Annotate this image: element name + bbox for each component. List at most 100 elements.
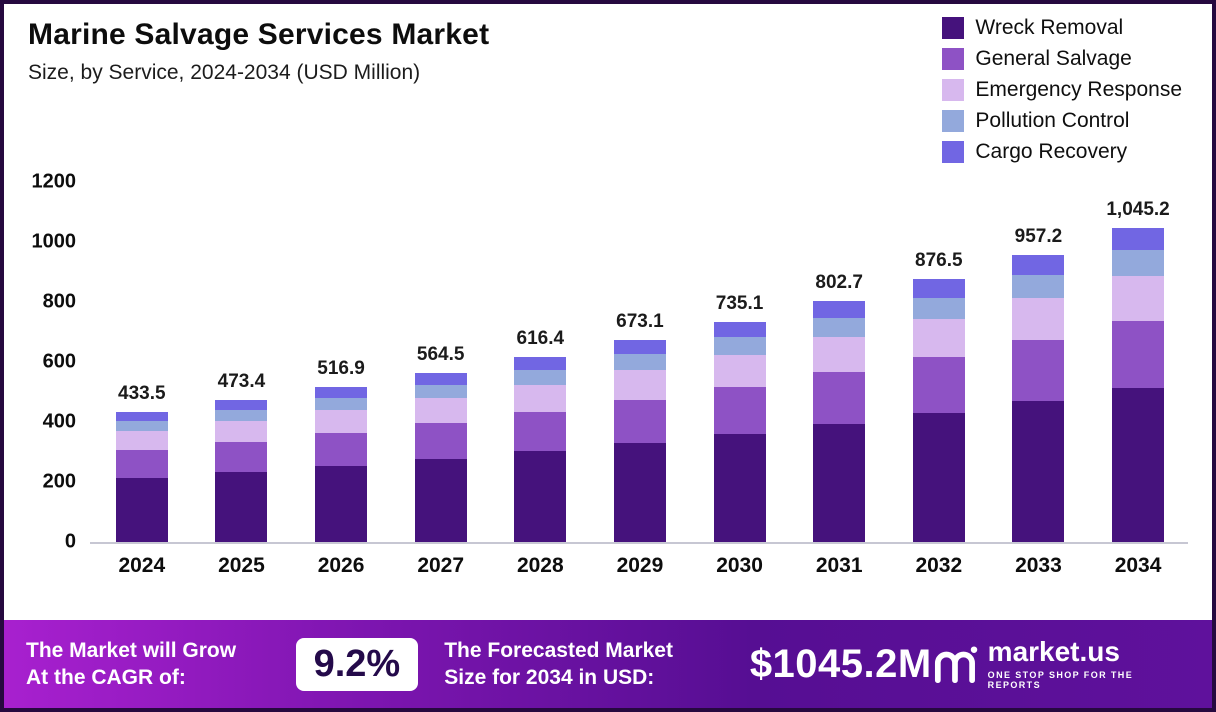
bar-segment-general-salvage <box>115 450 168 479</box>
cagr-label-line2: At the CAGR of: <box>26 666 186 689</box>
bar-segment-emergency-response <box>514 384 567 412</box>
bar-segment-emergency-response <box>1012 297 1065 340</box>
bar-column-2032: 876.5 2032 <box>901 182 977 578</box>
legend-label-pollution-control: Pollution Control <box>975 109 1130 132</box>
legend-swatch-wreck-removal <box>942 17 965 39</box>
x-axis-baseline <box>90 542 1188 544</box>
bar-column-2025: 473.4 2025 <box>203 182 279 578</box>
legend-swatch-cargo-recovery <box>942 141 965 163</box>
bar-segment-pollution-control <box>613 354 666 371</box>
y-axis: 0 200 400 600 800 1000 1200 <box>18 86 82 620</box>
bar-segment-pollution-control <box>912 297 965 319</box>
legend-item-wreck-removal: Wreck Removal <box>942 16 1182 40</box>
bar-stack-2029 <box>613 340 666 542</box>
bar-total-label-2025: 473.4 <box>217 371 266 393</box>
bar-segment-emergency-response <box>115 431 168 451</box>
legend-item-cargo-recovery: Cargo Recovery <box>942 140 1182 164</box>
bar-column-2029: 673.1 2029 <box>602 182 678 578</box>
page-subtitle: Size, by Service, 2024-2034 (USD Million… <box>28 61 421 84</box>
cagr-label-line1: The Market will Grow <box>26 638 237 662</box>
bar-segment-emergency-response <box>215 421 268 442</box>
bar-segment-emergency-response <box>414 398 467 423</box>
market-us-logo-icon <box>934 646 977 684</box>
bar-column-2027: 564.5 2027 <box>403 182 479 578</box>
bar-segment-pollution-control <box>813 318 866 338</box>
bar-segment-wreck-removal <box>912 413 965 542</box>
bar-segment-wreck-removal <box>414 459 467 542</box>
bar-segment-general-salvage <box>1012 339 1065 402</box>
chart-header: Marine Salvage Services Market Size, by … <box>4 4 1212 86</box>
bar-segment-pollution-control <box>414 384 467 399</box>
legend-swatch-general-salvage <box>942 48 965 70</box>
x-axis-label-2024: 2024 <box>118 554 166 577</box>
bar-segment-cargo-recovery <box>613 340 666 355</box>
bottom-banner: The Market will Grow At the CAGR of: 9.2… <box>4 620 1212 708</box>
bar-chart-plot-area: 433.5 2024 473.4 2025 516.9 2026 564.5 2027 616.… <box>92 182 1188 578</box>
bar-segment-emergency-response <box>613 370 666 400</box>
bar-segment-general-salvage <box>514 411 567 452</box>
bar-segment-emergency-response <box>713 354 766 387</box>
chart-legend: Wreck Removal General Salvage Emergency Re… <box>942 16 1182 171</box>
x-axis-label-2026: 2026 <box>317 554 365 577</box>
bar-segment-cargo-recovery <box>115 411 168 422</box>
bar-segment-cargo-recovery <box>912 279 965 298</box>
bar-total-label-2033: 957.2 <box>1014 225 1063 247</box>
y-axis-tick-1000: 1000 <box>31 230 77 253</box>
brand-tagline: ONE STOP SHOP FOR THE REPORTS <box>987 670 1134 690</box>
x-axis-label-2029: 2029 <box>616 554 664 577</box>
legend-swatch-emergency-response <box>942 79 965 101</box>
bar-total-label-2028: 616.4 <box>516 328 565 350</box>
y-axis-tick-600: 600 <box>42 350 76 373</box>
bar-segment-general-salvage <box>613 399 666 444</box>
forecast-label-line1: The Forecasted Market <box>444 638 673 662</box>
bar-column-2033: 957.2 2033 <box>1000 182 1076 578</box>
bar-segment-wreck-removal <box>1012 401 1065 542</box>
y-axis-tick-0: 0 <box>64 530 76 553</box>
bar-segment-wreck-removal <box>115 478 168 542</box>
bar-segment-pollution-control <box>713 336 766 355</box>
legend-label-general-salvage: General Salvage <box>975 47 1132 70</box>
bar-segment-general-salvage <box>813 372 866 425</box>
legend-item-pollution-control: Pollution Control <box>942 109 1182 133</box>
bar-segment-wreck-removal <box>514 451 567 542</box>
bar-column-2031: 802.7 2031 <box>801 182 877 578</box>
bar-segment-pollution-control <box>115 421 168 432</box>
bar-column-2034: 1,045.2 2034 <box>1100 182 1176 578</box>
bar-column-2030: 735.1 2030 <box>702 182 778 578</box>
bar-segment-wreck-removal <box>315 466 368 542</box>
bar-segment-cargo-recovery <box>1112 228 1165 251</box>
y-axis-tick-1200: 1200 <box>31 170 77 193</box>
bar-segment-general-salvage <box>315 432 368 467</box>
bar-total-label-2032: 876.5 <box>915 250 963 272</box>
x-axis-label-2031: 2031 <box>815 554 863 577</box>
bar-total-label-2029: 673.1 <box>616 311 664 333</box>
bar-segment-pollution-control <box>514 370 567 385</box>
bar-segment-pollution-control <box>215 409 268 422</box>
bar-segment-emergency-response <box>315 410 368 433</box>
bar-stack-2025 <box>215 400 268 542</box>
bar-segment-emergency-response <box>1112 275 1165 321</box>
forecast-label-line2: Size for 2034 in USD: <box>444 666 655 689</box>
brand-logo: market.us ONE STOP SHOP FOR THE REPORTS <box>932 638 1190 690</box>
bar-segment-emergency-response <box>912 318 965 357</box>
bar-segment-wreck-removal <box>1112 388 1165 542</box>
bar-stack-2034 <box>1112 228 1165 542</box>
bar-segment-wreck-removal <box>613 443 666 542</box>
bar-column-2028: 616.4 2028 <box>502 182 578 578</box>
forecast-label: The Forecasted Market Size for 2034 in U… <box>444 637 740 692</box>
bar-segment-cargo-recovery <box>813 301 866 319</box>
bar-segment-wreck-removal <box>215 472 268 542</box>
bar-segment-general-salvage <box>1112 320 1165 389</box>
legend-label-cargo-recovery: Cargo Recovery <box>975 140 1128 163</box>
legend-swatch-pollution-control <box>942 110 965 132</box>
stacked-bar-chart: 0 200 400 600 800 1000 1200 433.5 2024 473.4 2025… <box>18 86 1194 620</box>
bar-total-label-2031: 802.7 <box>815 272 863 294</box>
brand-name: market.us <box>987 636 1120 667</box>
bar-segment-general-salvage <box>414 422 467 460</box>
bar-total-label-2026: 516.9 <box>317 357 365 379</box>
bar-segment-general-salvage <box>215 441 268 473</box>
forecast-value: $1045.2M <box>749 641 932 686</box>
bar-stack-2032 <box>912 279 965 542</box>
bar-total-label-2030: 735.1 <box>715 292 764 314</box>
